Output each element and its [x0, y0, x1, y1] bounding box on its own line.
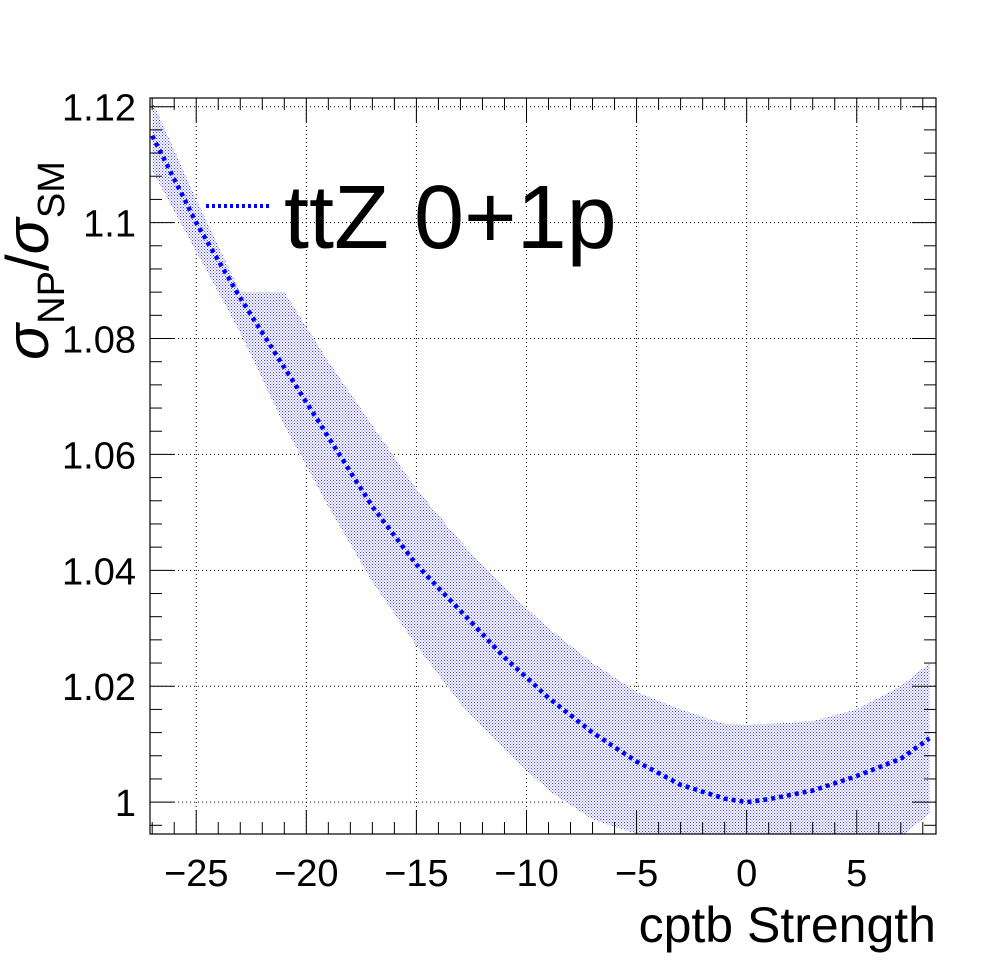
plot-frame [149, 97, 937, 835]
x-tick-label: −5 [615, 853, 658, 895]
legend-label: ttZ 0+1p [284, 168, 617, 268]
uncertainty-band [152, 100, 930, 834]
x-tick-label: 0 [736, 853, 757, 895]
uncertainty-band-layer [152, 100, 930, 834]
y-label-sigma: σ [0, 321, 61, 360]
y-label-slash: / [0, 254, 61, 271]
x-tick-label: 5 [846, 853, 867, 895]
y-tick-label: 1.04 [62, 551, 136, 593]
x-tick-label: −25 [164, 853, 228, 895]
y-label-sub-sm: SM [31, 161, 73, 218]
x-axis-label: cptb Strength [639, 897, 936, 953]
series-line [150, 134, 931, 805]
y-tick-label: 1.06 [62, 435, 136, 477]
central-line-layer [150, 134, 931, 805]
legend: ttZ 0+1p [206, 168, 617, 268]
y-tick-label: 1.12 [62, 88, 136, 130]
y-label-sub-np: NP [31, 271, 73, 324]
y-tick-label: 1.08 [62, 320, 136, 362]
x-tick-label: −10 [494, 853, 558, 895]
y-tick-label: 1.02 [62, 667, 136, 709]
x-tick-label: −15 [384, 853, 448, 895]
axes: −25 −20 −15 −10 −5 0 5 1 1.02 1.04 1.06 1.08 1.1 1.12 [62, 88, 937, 895]
svg-text:σNP/σSM: σNP/σSM [0, 161, 73, 360]
y-tick-label: 1.1 [83, 204, 136, 246]
grid [150, 98, 936, 834]
y-axis-label: σNP/σSM [0, 161, 73, 360]
y-tick-label: 1 [115, 783, 136, 825]
y-label-sigma-2: σ [0, 215, 61, 254]
x-tick-label: −20 [274, 853, 338, 895]
